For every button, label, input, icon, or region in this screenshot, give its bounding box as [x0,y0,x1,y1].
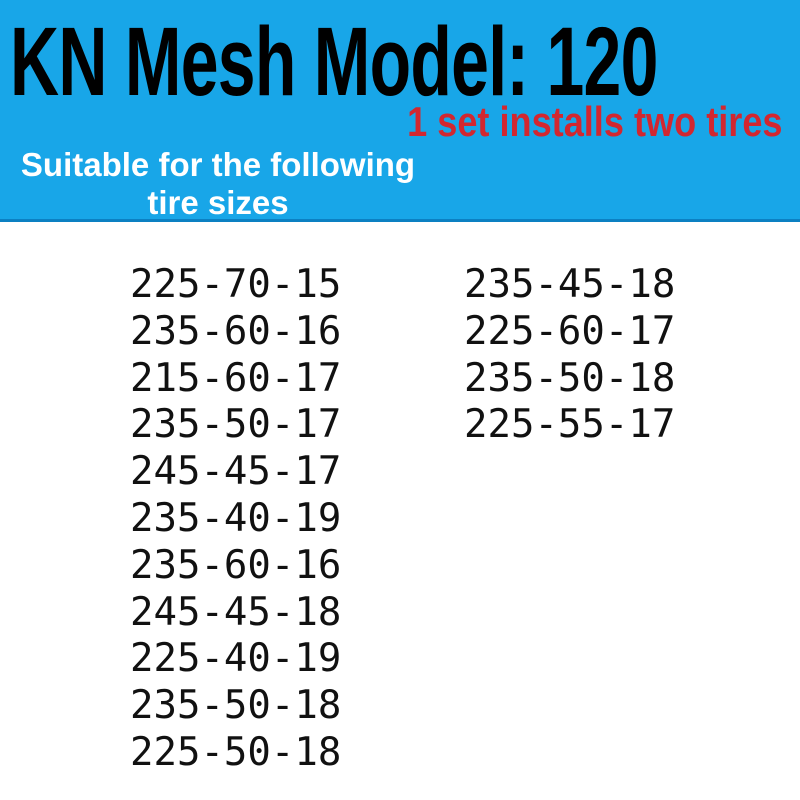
tire-size-item: 235-60-16 [130,542,342,588]
tire-size-item: 225-55-17 [464,402,676,448]
tire-size-item: 235-50-17 [130,402,342,448]
tire-size-item: 235-40-19 [130,495,342,541]
subtitle-line1: Suitable for the following [20,146,416,183]
tire-size-list-right: 235-45-18 225-60-17 235-50-18 225-55-17 [464,262,675,449]
tire-size-item: 235-50-18 [130,683,342,729]
tire-size-item: 235-50-18 [464,355,676,401]
subtitle-line2: tire sizes [147,184,289,221]
tire-size-item: 225-50-18 [130,729,342,775]
product-title: KN Mesh Model: 120 [10,7,658,116]
header-banner: KN Mesh Model: 120 1 set installs two ti… [0,0,800,222]
tire-size-item: 235-60-16 [130,308,342,354]
tire-size-item: 215-60-17 [130,355,342,401]
subtitle: Suitable for the following tire sizes [18,146,418,222]
tire-size-item: 245-45-18 [130,589,342,635]
tire-size-item: 235-45-18 [464,262,676,307]
tire-size-list-left: 225-70-15 235-60-16 215-60-17 235-50-17 245-… [130,262,341,777]
tire-size-item: 225-40-19 [130,636,342,682]
tire-size-item: 225-60-17 [464,308,676,354]
install-note: 1 set installs two tires [406,98,782,145]
tire-size-item: 225-70-15 [130,262,342,307]
tire-size-item: 245-45-17 [130,449,342,495]
